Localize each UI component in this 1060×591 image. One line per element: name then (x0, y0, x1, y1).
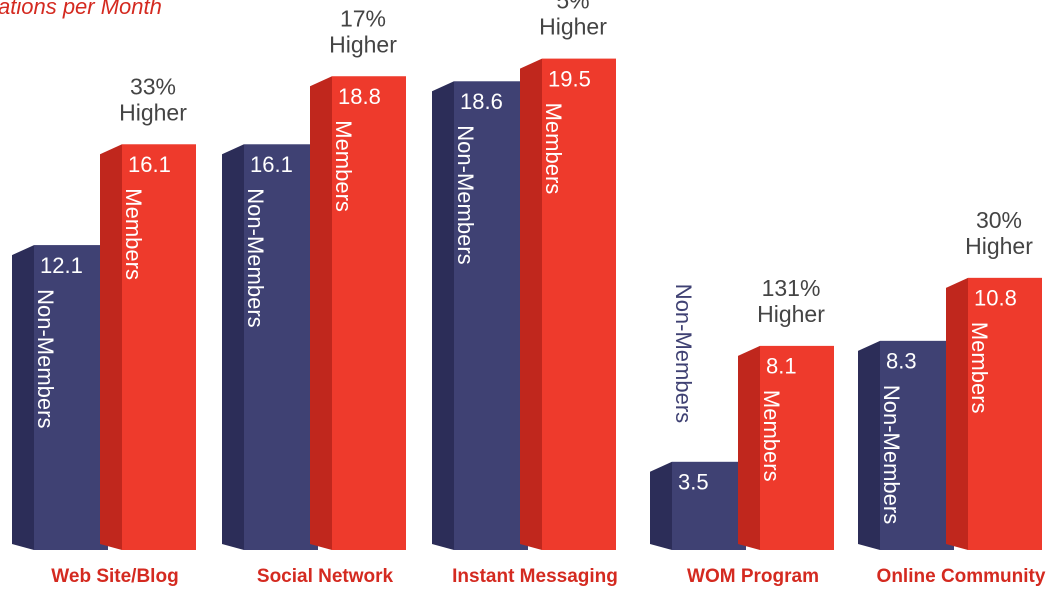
value-label: 16.1 (128, 152, 171, 177)
series-label: Non-Members (671, 284, 696, 423)
value-label: 12.1 (40, 253, 83, 278)
value-label: 18.6 (460, 89, 503, 114)
bar-side (310, 76, 332, 551)
series-label: Members (541, 103, 566, 195)
bar (672, 461, 746, 550)
x-tick-label: Social Network (257, 566, 394, 587)
annotation-percent: 33% (130, 73, 176, 99)
bar (760, 345, 834, 550)
bar (34, 245, 108, 550)
annotation-percent: 17% (340, 5, 386, 31)
bar (454, 81, 528, 550)
bar-side (432, 81, 454, 550)
value-label: 10.8 (974, 286, 1017, 311)
series-label: Members (759, 390, 784, 482)
annotation-percent: 131% (762, 275, 821, 301)
bar-side (858, 340, 880, 550)
bar-side (12, 245, 34, 550)
annotation-text: Higher (757, 301, 825, 327)
value-label: 8.3 (886, 349, 917, 374)
value-label: 3.5 (678, 470, 709, 495)
bar (542, 58, 616, 550)
annotation-percent: 30% (976, 207, 1022, 233)
bar (880, 340, 954, 550)
bar-side (946, 277, 968, 550)
bar (332, 76, 406, 551)
bar-side (100, 144, 122, 550)
value-label: 19.5 (548, 66, 591, 91)
x-tick-label: Web Site/Blog (51, 566, 178, 587)
annotation-text: Higher (539, 14, 607, 40)
value-label: 18.8 (338, 84, 381, 109)
series-label: Non-Members (879, 385, 904, 524)
x-tick-label: WOM Program (687, 566, 819, 587)
series-label: Members (967, 322, 992, 414)
series-label: Non-Members (33, 289, 58, 428)
annotation-text: Higher (965, 233, 1033, 259)
bar (244, 144, 318, 550)
series-label: Non-Members (453, 125, 478, 264)
bar (122, 144, 196, 550)
bar-side (222, 144, 244, 550)
annotation-text: Higher (329, 31, 397, 57)
chart-title: ations per Month (0, 0, 162, 19)
bar-side (738, 345, 760, 550)
bar (968, 277, 1042, 550)
annotation-text: Higher (119, 99, 187, 125)
series-label: Members (121, 188, 146, 280)
bar-side (650, 461, 672, 550)
value-label: 16.1 (250, 152, 293, 177)
annotation-percent: 5% (556, 0, 589, 14)
x-tick-label: Online Community (877, 566, 1046, 587)
value-label: 8.1 (766, 354, 797, 379)
bar-side (520, 58, 542, 550)
series-label: Non-Members (243, 188, 268, 327)
x-tick-label: Instant Messaging (452, 566, 618, 587)
series-label: Members (331, 120, 356, 212)
